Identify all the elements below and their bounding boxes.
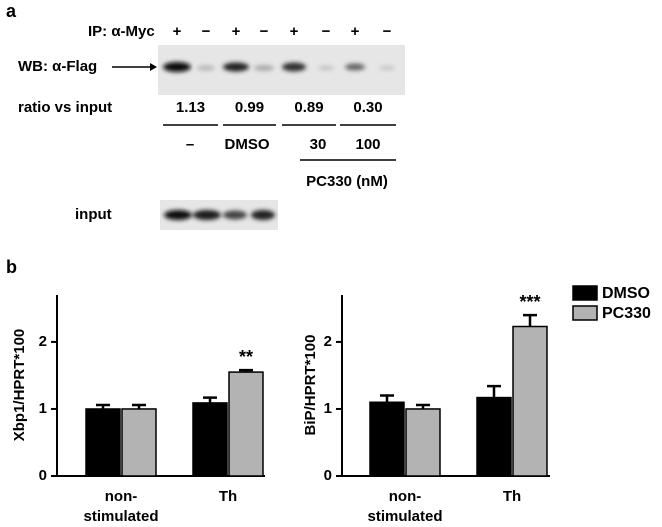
y-tick-label: 1 [39, 400, 47, 417]
ip-label: IP: α-Myc [88, 23, 155, 40]
legend-label: DMSO [602, 285, 650, 302]
ratio: 0.89 [294, 99, 323, 116]
ratio-label: ratio vs input [18, 99, 112, 116]
significance: ** [239, 347, 253, 367]
arrow-head [150, 63, 157, 71]
ip-sign: + [173, 23, 182, 40]
treatment: – [186, 136, 194, 153]
error-bar [416, 403, 430, 409]
ip-sign: + [290, 23, 299, 40]
bar [85, 408, 121, 477]
bar [405, 408, 441, 477]
significance: *** [519, 292, 540, 312]
error-bar [487, 384, 501, 398]
ip-sign: − [202, 23, 211, 40]
blot [158, 45, 405, 95]
input-label: input [75, 206, 112, 223]
bar [121, 408, 157, 477]
category-label: Th [218, 488, 238, 505]
ip-sign: + [232, 23, 241, 40]
ratio: 0.99 [235, 99, 264, 116]
treatment: 100 [355, 136, 380, 153]
y-tick-label: 0 [39, 467, 47, 484]
error-bar [132, 403, 146, 409]
treatment: 30 [310, 136, 327, 153]
legend-label: PC330 [602, 305, 651, 322]
error-bar [239, 368, 253, 373]
error-bar [96, 403, 110, 409]
error-bar [523, 313, 537, 327]
bar [512, 325, 548, 477]
bands [163, 62, 395, 72]
y-tick-label: 2 [324, 333, 332, 350]
ratio: 0.30 [353, 99, 382, 116]
y-axis-label: Xbp1/HPRT*100 [11, 329, 28, 442]
category-label: Th [502, 488, 522, 505]
treatment: DMSO [225, 136, 270, 153]
bar [192, 402, 228, 477]
bar [228, 371, 264, 477]
error-bar [203, 396, 217, 403]
category-label: non- stimulated [367, 488, 443, 525]
wb-label: WB: α-Flag [18, 58, 97, 75]
bar [369, 401, 405, 477]
error-bar [380, 394, 394, 403]
ratio: 1.13 [176, 99, 205, 116]
ip-sign: − [322, 23, 331, 40]
y-axis-label: BiP/HPRT*100 [302, 335, 319, 436]
ip-sign: + [351, 23, 360, 40]
y-tick-label: 2 [39, 333, 47, 350]
drug-label: PC330 (nM) [306, 173, 388, 190]
y-tick-label: 1 [324, 400, 332, 417]
y-tick-label: 0 [324, 467, 332, 484]
category-label: non- stimulated [83, 488, 159, 525]
input-bands [164, 210, 275, 220]
ip-sign: − [260, 23, 269, 40]
ip-sign: − [383, 23, 392, 40]
legend-swatch [572, 285, 598, 301]
legend-swatch [572, 305, 598, 321]
panel-label: b [6, 257, 17, 277]
bar [476, 396, 512, 477]
panel-label: a [6, 1, 17, 21]
